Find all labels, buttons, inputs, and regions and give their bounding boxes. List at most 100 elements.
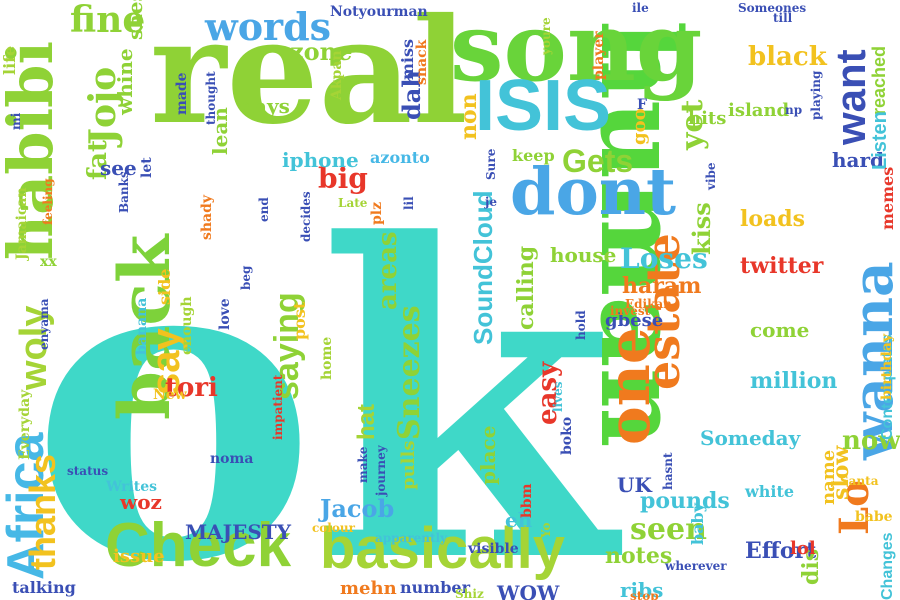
word-talking: talking [12, 578, 76, 597]
word-beg: beg [239, 265, 253, 290]
word-snack: snack [414, 39, 430, 85]
word-hard: hard [832, 148, 885, 172]
word-love: love [217, 298, 233, 330]
word-memes: memes [878, 166, 897, 230]
word-invest: invest [610, 304, 651, 318]
word-iphone: iphone [282, 148, 359, 172]
word-boko: boko [559, 416, 575, 455]
word-everyday: Everyday [17, 389, 33, 460]
word-journey: journey [374, 445, 388, 496]
word-end: end [257, 197, 271, 222]
word-calling: calling [513, 245, 539, 330]
word-ribs: ribs [620, 578, 664, 600]
word-now: now [842, 426, 900, 456]
word-see: see [100, 156, 137, 180]
word-home: home [319, 336, 335, 380]
word-mehn: mehn [340, 578, 397, 599]
word-real: real [150, 0, 468, 157]
word-ok: ok [30, 152, 615, 600]
word-someones: Someones [738, 1, 807, 15]
word-areas: areas [373, 231, 403, 310]
word-island: island [728, 100, 790, 121]
word-hits: hits [688, 108, 727, 129]
word-shes: shes [123, 0, 147, 40]
word-stop: stop [630, 589, 659, 600]
word-bbm: bbm [519, 483, 535, 518]
word-kiss: kiss [687, 202, 716, 255]
word-shiz: Shiz [455, 587, 484, 600]
word-twitter: twitter [740, 253, 824, 279]
word-akpan: Akpan [329, 50, 345, 100]
word-banana: banana [134, 297, 150, 355]
word-isis: ISIS [475, 66, 612, 146]
word-pounds: pounds [640, 488, 730, 514]
word-youre: youre [539, 17, 553, 55]
word-majesty: MAJESTY [185, 520, 291, 544]
word-lol: lol [790, 538, 816, 559]
word-yo: Yo [539, 522, 553, 538]
word-sneezes: Sneezes [392, 305, 427, 440]
word-name: name [818, 449, 839, 505]
word-visible: visible [468, 541, 519, 557]
word-tori: tori [165, 373, 218, 403]
word-lil: lil [402, 196, 416, 210]
word-plz: plz [369, 201, 385, 225]
word-status: status [67, 464, 109, 478]
word-made: made [174, 72, 190, 115]
word-playing: playing [809, 70, 823, 120]
word-baby: baby [688, 502, 707, 545]
word-check: Check [105, 511, 292, 580]
word-till: till [773, 11, 793, 25]
word-babe: babe [855, 509, 893, 525]
word-loses: Loses [620, 242, 708, 275]
word-santa: Santa [840, 474, 879, 488]
word-effort: Effort [745, 538, 817, 564]
word-zone: zone [290, 37, 353, 66]
word-listen: Listen [869, 111, 891, 170]
word-hasnt: hasnt [661, 452, 675, 490]
word-life: life [0, 45, 19, 75]
word-place: place [476, 425, 500, 485]
word-mi: mi [9, 112, 23, 130]
word-uk: UK [617, 473, 652, 497]
word-woz: woz [120, 490, 162, 514]
word-f: F [637, 97, 647, 113]
word-jacob: Jacob [320, 494, 395, 523]
word-notes: notes [605, 543, 673, 569]
word-jamaican: Jamaican [14, 187, 30, 260]
word-xx: xx [40, 254, 57, 270]
word-seen: seen [630, 512, 707, 547]
word-words: words [205, 4, 332, 49]
word-reached: reached [869, 45, 889, 115]
word-pulls: pulls [398, 440, 419, 490]
word-sure: Sure [484, 148, 498, 180]
word-colour: colour [312, 521, 355, 535]
word-banks: Banks [117, 171, 131, 213]
word-player: player [591, 31, 607, 80]
word-million: million [750, 368, 838, 394]
word-shady: shady [199, 194, 215, 240]
word-apparently: apparently [375, 531, 448, 545]
word-new: New [153, 387, 187, 403]
word-edikan: Edikan [625, 297, 672, 311]
word-wow: WOW [497, 581, 560, 600]
word-song: song [450, 0, 703, 103]
word-hat: hat [353, 404, 380, 440]
word-notyourman: Notyourman [330, 4, 428, 20]
word-feeling: feeling [41, 178, 55, 225]
word-make: make [356, 446, 370, 483]
word-changes: Changes [879, 532, 896, 600]
word-noma: noma [210, 451, 254, 467]
word-big: big [318, 162, 368, 195]
word-gbese: gbese [605, 310, 664, 331]
word-let: let [139, 157, 155, 178]
word-dont: dont [510, 154, 677, 230]
word-hold: hold [574, 310, 588, 340]
word-late: Late [338, 196, 368, 210]
word-decides: decides [299, 191, 313, 242]
word-enough: enough [179, 296, 195, 355]
word-ile: ile [632, 1, 649, 15]
word-impatient: impatient [271, 374, 285, 440]
word-soundcloud: SoundCloud [468, 190, 498, 345]
